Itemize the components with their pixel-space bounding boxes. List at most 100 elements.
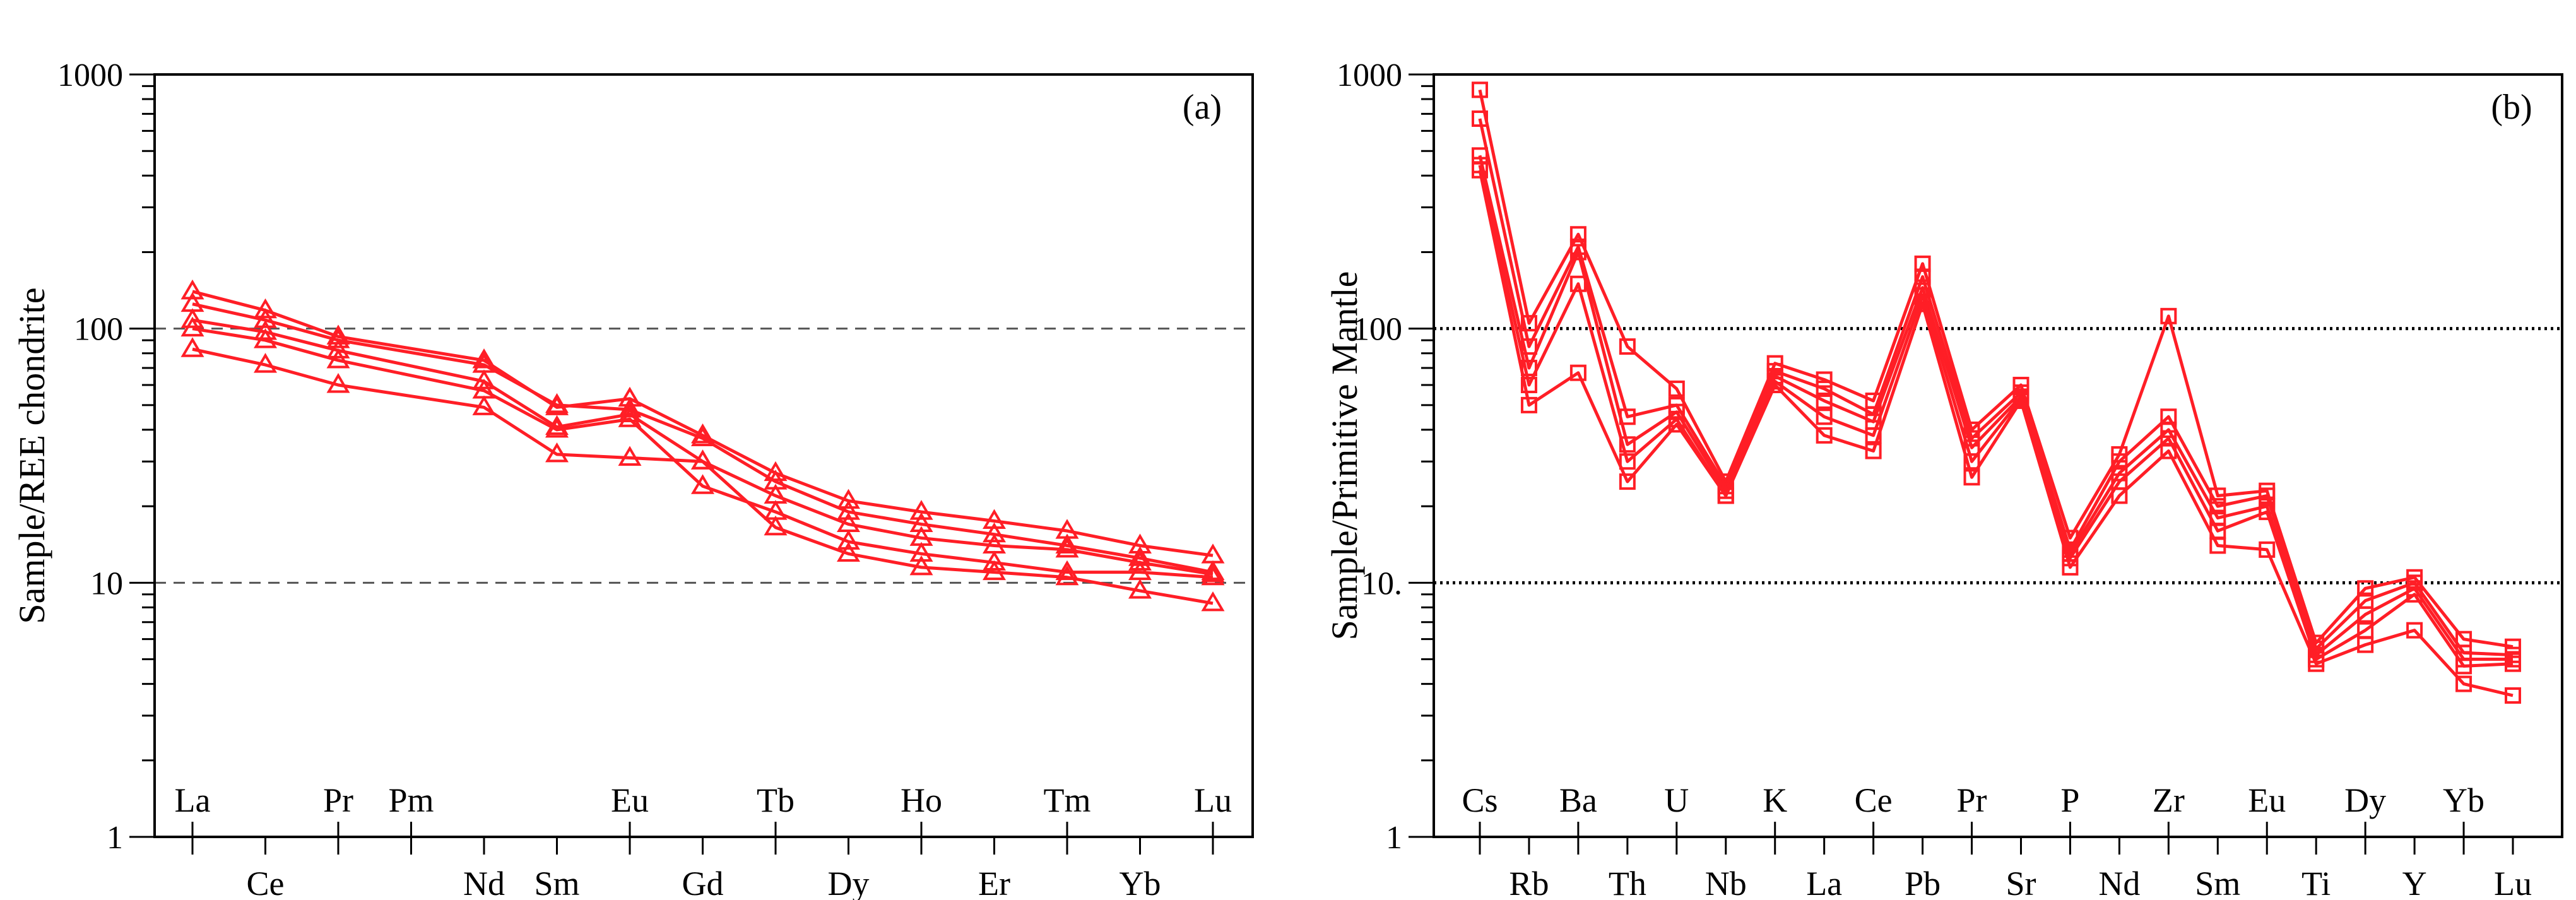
data-point — [2062, 559, 2079, 576]
data-point — [1619, 436, 1636, 453]
y-tick-label: 1000 — [1337, 57, 1402, 93]
x-category-label: Nd — [2098, 865, 2140, 900]
data-point — [618, 398, 642, 418]
data-point — [691, 426, 714, 447]
data-point — [254, 353, 277, 373]
data-point — [1520, 396, 1537, 413]
data-point — [1766, 376, 1783, 393]
x-category-label: Ba — [1559, 781, 1597, 819]
y-tick-label: 1 — [1386, 820, 1402, 856]
data-point — [1569, 275, 1586, 292]
data-point — [2111, 487, 2128, 504]
data-point — [254, 308, 277, 328]
data-point — [983, 550, 1006, 571]
data-point — [1816, 380, 1833, 397]
series-line-1 — [1478, 89, 2514, 649]
data-point — [1569, 244, 1586, 261]
data-point — [837, 488, 860, 509]
series-line-2 — [1478, 118, 2514, 657]
data-point — [1816, 393, 1833, 410]
data-point — [1201, 591, 1225, 612]
data-point — [1520, 315, 1537, 332]
y-axis-label: Sample/REE chondrite — [11, 287, 52, 624]
data-point — [837, 530, 860, 550]
x-category-label: Er — [978, 865, 1010, 900]
series-line-5 — [1478, 170, 2514, 697]
data-point — [1816, 408, 1833, 425]
data-point — [691, 449, 714, 470]
panel-b: 1 10. 100 1000 Cs Rb Ba Th U Nb K La Ce Pb Pr Sr P Nd Zr Sm… — [1324, 57, 2563, 900]
data-point — [326, 373, 350, 393]
data-point — [2505, 655, 2521, 672]
x-category-label: Nd — [463, 865, 505, 900]
data-point — [691, 423, 714, 444]
x-category-label: U — [1664, 781, 1689, 819]
data-point — [764, 515, 788, 536]
data-point — [1472, 110, 1488, 127]
x-category-label: Th — [1609, 865, 1646, 900]
data-point — [2406, 586, 2423, 603]
data-point — [472, 348, 496, 369]
data-point — [2455, 658, 2473, 675]
x-category-label: Pr — [1957, 781, 1987, 819]
data-point — [1816, 371, 1833, 388]
y-axis-label: Sample/Primitive Mantle — [1324, 271, 1365, 641]
data-point — [1055, 537, 1079, 558]
x-category-label: Rb — [1509, 865, 1549, 900]
data-point — [837, 542, 860, 562]
x-category-label: Sm — [534, 865, 579, 900]
data-point — [1668, 416, 1685, 433]
data-point — [254, 320, 277, 340]
data-point — [2259, 541, 2276, 558]
data-point — [1963, 453, 1980, 470]
data-point — [2111, 453, 2128, 470]
data-point — [1201, 565, 1225, 586]
data-point — [2357, 606, 2374, 623]
x-category-label: Ce — [1855, 781, 1893, 819]
x-category-label: Pb — [1905, 865, 1941, 900]
x-category-label: Cs — [1462, 781, 1498, 819]
panel-a: 1 10 100 1000 La Ce Pr Pm Nd Sm Eu Gd Tb Dy Ho Er Tm Yb Lu… — [11, 57, 1254, 900]
x-category-label: Zr — [2153, 781, 2185, 819]
data-point — [1472, 162, 1488, 179]
data-point — [1520, 376, 1537, 393]
data-point — [618, 407, 642, 427]
x-category-label: Lu — [1194, 781, 1232, 819]
panel-tag: (b) — [2491, 88, 2532, 127]
data-point — [909, 555, 933, 576]
data-point — [2308, 655, 2325, 672]
x-category-label: Nb — [1705, 865, 1747, 900]
data-point — [2357, 580, 2374, 597]
data-point — [326, 328, 350, 348]
x-category-label: La — [1806, 865, 1842, 900]
data-point — [618, 446, 642, 466]
data-point — [1520, 338, 1537, 355]
x-category-label: Pr — [323, 781, 353, 819]
x-category-label: Ce — [247, 865, 285, 900]
data-point — [2259, 504, 2276, 521]
data-point — [472, 369, 496, 389]
data-point — [1865, 442, 1882, 459]
x-category-label: Y — [2402, 865, 2427, 900]
data-point — [2505, 687, 2521, 704]
data-point — [2259, 487, 2276, 504]
data-point — [1668, 380, 1685, 397]
data-point — [909, 542, 933, 562]
data-point — [1569, 226, 1586, 243]
x-category-label: Eu — [611, 781, 649, 819]
data-point — [1816, 427, 1833, 444]
data-point — [837, 500, 860, 520]
y-tick-label: 100 — [1353, 312, 1402, 348]
x-category-label: Pm — [388, 781, 434, 819]
y-tick-label: 10 — [90, 565, 123, 601]
data-point — [2012, 393, 2029, 410]
data-point — [545, 393, 569, 413]
data-point — [472, 395, 496, 415]
x-category-label: P — [2060, 781, 2079, 819]
x-category-label: Yb — [2443, 781, 2484, 819]
data-point — [983, 509, 1006, 529]
series-line-5 — [192, 347, 1214, 605]
data-point — [764, 461, 788, 482]
data-point — [180, 337, 204, 357]
series-line-4 — [1478, 165, 2514, 668]
